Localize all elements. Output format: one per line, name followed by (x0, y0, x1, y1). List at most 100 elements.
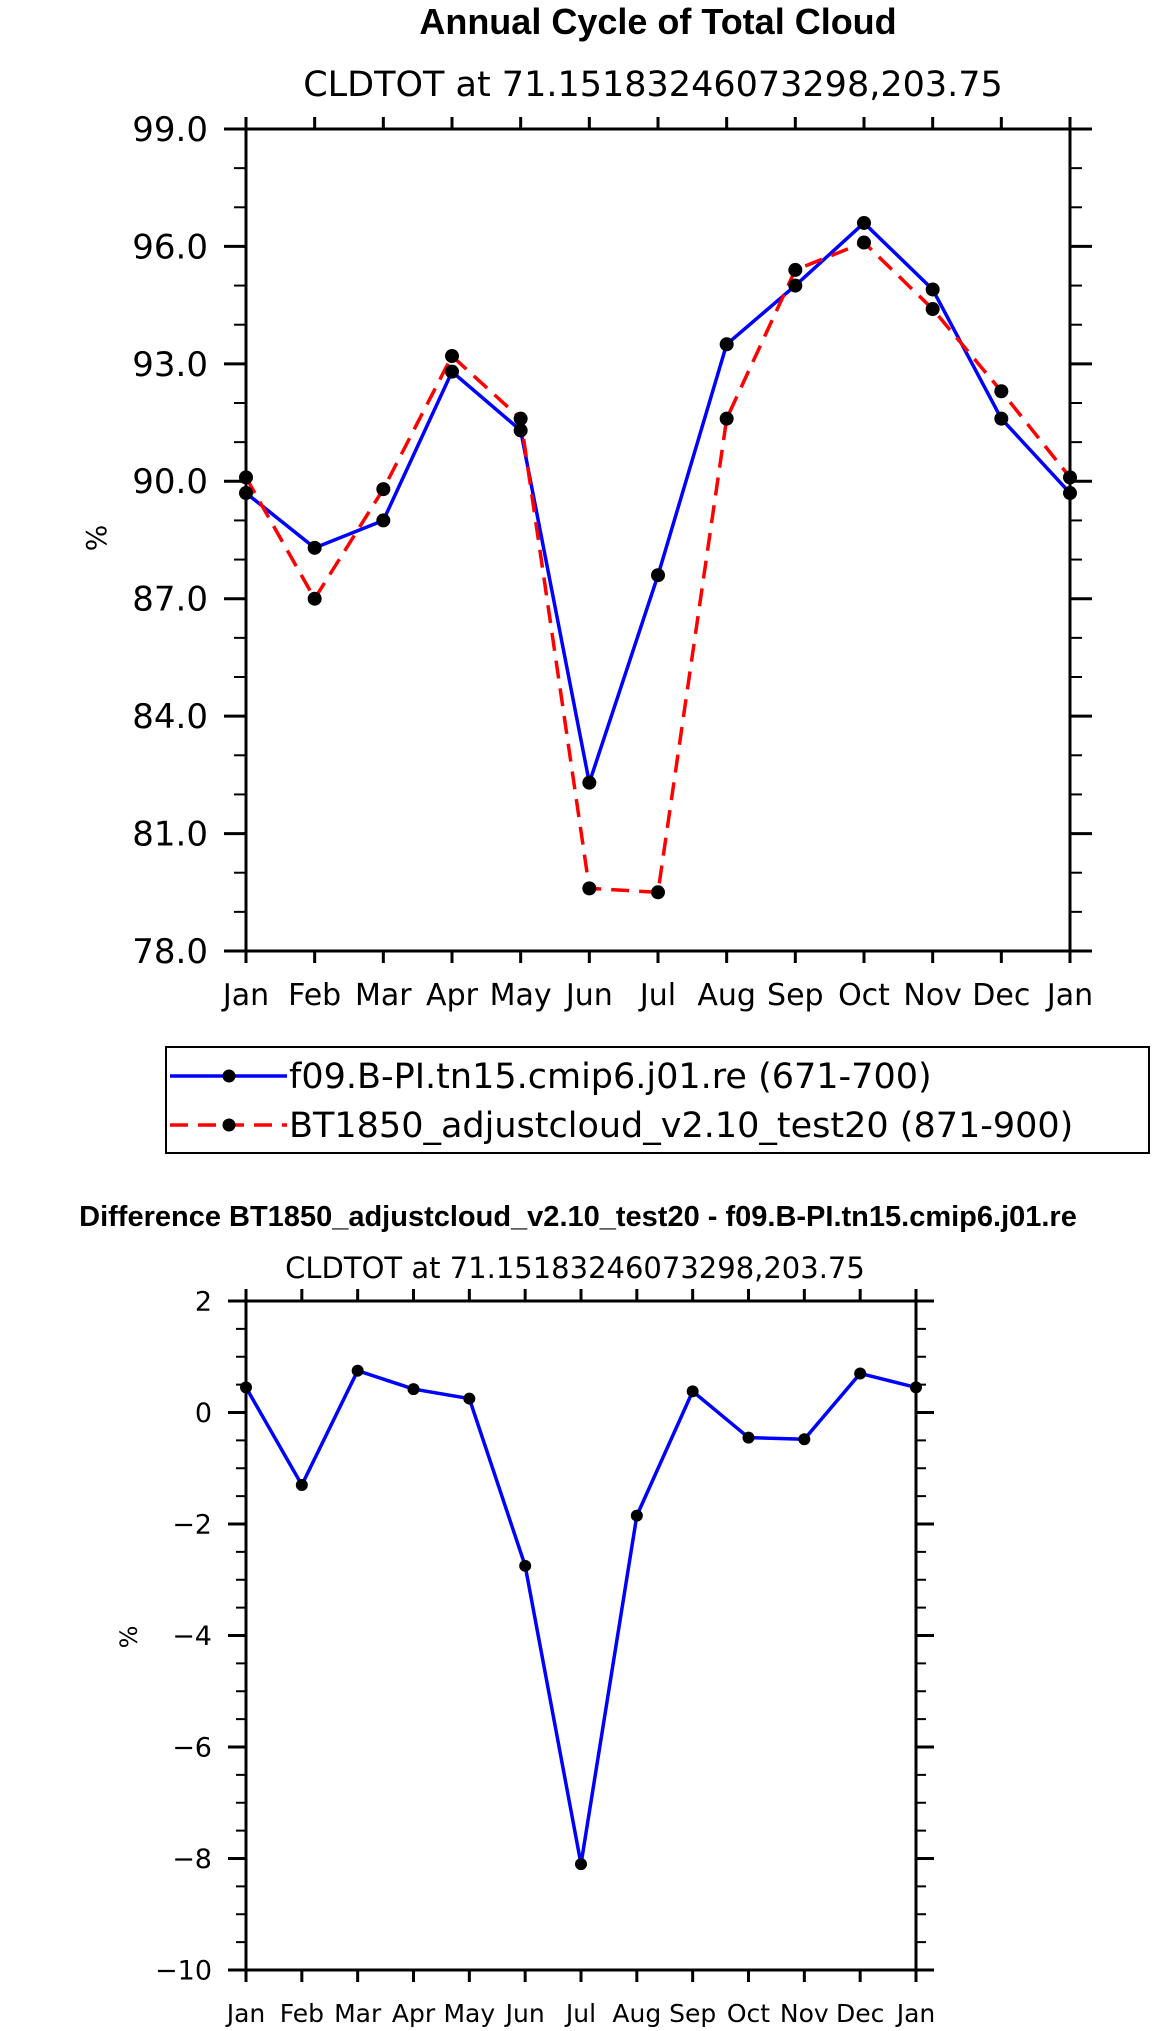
x-tick-label: Dec (972, 978, 1030, 1013)
data-point-series-1 (513, 423, 528, 438)
x-tick-label: Nov (780, 1999, 829, 2028)
y-tick-label: −6 (172, 1732, 212, 1763)
y-tick-label: 81.0 (132, 814, 208, 854)
data-point-series-1 (651, 568, 665, 583)
data-point-series-1 (463, 1392, 476, 1405)
x-tick-label: Sep (669, 1999, 716, 2028)
y-tick-label: 0 (195, 1398, 212, 1429)
data-point-series-1 (445, 364, 459, 379)
data-point-series-1 (351, 1364, 364, 1377)
y-tick-label: −4 (172, 1621, 212, 1652)
data-point-series-1 (240, 1381, 252, 1394)
data-point-series-1 (407, 1383, 420, 1396)
data-point-series-2 (307, 591, 322, 606)
plot-frame (244, 127, 1072, 953)
legend-entry-series-1: f09.B-PI.tn15.cmip6.j01.re (671-700) (170, 1057, 932, 1097)
x-tick-label: Apr (426, 978, 479, 1013)
data-point-series-1 (376, 513, 391, 528)
x-tick-label: Jul (564, 1999, 596, 2028)
data-series-group (239, 215, 1077, 900)
data-point-series-1 (239, 486, 253, 501)
x-tick-label: Nov (903, 978, 962, 1013)
y-tick-label: 99.0 (132, 110, 208, 150)
data-point-series-2 (582, 881, 597, 896)
data-point-series-1 (854, 1367, 867, 1380)
legend-label-series-1: f09.B-PI.tn15.cmip6.j01.re (671-700) (289, 1057, 932, 1097)
data-point-series-2 (925, 302, 940, 317)
x-tick-label: Jan (221, 978, 269, 1013)
y-tick-label: −2 (172, 1509, 212, 1540)
chart-subtitle: CLDTOT at 71.15183246073298,203.75 (285, 1251, 865, 1285)
data-point-series-2 (719, 411, 734, 426)
data-point-series-1 (1063, 486, 1077, 501)
data-point-series-1 (582, 775, 597, 790)
y-axis-label: % (115, 1626, 143, 1649)
data-point-series-1 (857, 215, 871, 230)
x-tick-label: Jan (895, 1999, 936, 2028)
data-point-series-2 (1063, 470, 1077, 485)
y-tick-label: 90.0 (132, 462, 208, 502)
data-point-series-2 (445, 349, 459, 364)
legend-label-series-2: BT1850_adjustcloud_v2.10_test20 (871-900… (289, 1106, 1073, 1146)
x-tick-label: Jul (638, 978, 676, 1013)
y-tick-label: 96.0 (132, 227, 208, 267)
data-point-series-2 (994, 384, 1009, 399)
data-point-series-1 (798, 1433, 811, 1446)
data-point-series-2 (651, 885, 665, 900)
data-point-series-2 (376, 482, 391, 497)
y-tick-label: −10 (155, 1955, 212, 1986)
data-point-series-1 (630, 1509, 643, 1522)
series-line-1 (244, 1368, 917, 1866)
data-point-series-1 (295, 1478, 308, 1491)
data-series-group (240, 1364, 922, 1871)
x-tick-label: Jun (564, 978, 613, 1013)
y-tick-label: 84.0 (132, 697, 208, 737)
axis-ticks: Jan Feb Mar Apr May Jun Jul Aug Sep Oct Nov Dec Jan 7… (132, 110, 1093, 1013)
x-tick-label: Feb (280, 1999, 324, 2028)
difference-chart: Difference BT1850_adjustcloud_v2.10_test… (79, 1201, 1077, 2028)
data-point-series-1 (910, 1381, 922, 1394)
x-tick-label: Jan (225, 1999, 266, 2028)
chart-title: Difference BT1850_adjustcloud_v2.10_test… (79, 1201, 1077, 1233)
data-point-series-1 (575, 1858, 587, 1871)
data-point-series-2 (857, 235, 871, 250)
legend-marker (222, 1069, 236, 1083)
y-tick-label: 78.0 (132, 932, 208, 972)
x-tick-label: Sep (767, 978, 824, 1013)
data-point-series-1 (742, 1431, 755, 1444)
series-line-1 (244, 221, 1072, 785)
data-point-series-1 (686, 1385, 699, 1398)
data-point-series-2 (513, 411, 528, 426)
chart-title: Annual Cycle of Total Cloud (419, 1, 896, 42)
x-tick-label: Jan (1045, 978, 1093, 1013)
x-tick-label: Apr (392, 1999, 436, 2028)
data-point-series-1 (788, 278, 803, 293)
x-tick-label: Jun (504, 1999, 545, 2028)
y-axis-label: % (80, 525, 113, 552)
legend-entry-series-2: BT1850_adjustcloud_v2.10_test20 (871-900… (170, 1106, 1073, 1146)
y-tick-label: 93.0 (132, 345, 208, 385)
legend-box (165, 1046, 1150, 1154)
x-tick-label: Oct (838, 978, 890, 1013)
y-tick-label: 2 (195, 1286, 212, 1317)
data-point-series-1 (994, 411, 1009, 426)
data-point-series-1 (307, 540, 322, 555)
axis-ticks: Jan Feb Mar Apr May Jun Jul Aug Sep Oct Nov Dec Jan−… (155, 1286, 935, 2028)
series-line-2 (244, 240, 1072, 895)
y-tick-label: 87.0 (132, 580, 208, 620)
x-tick-label: May (490, 978, 552, 1013)
data-point-series-2 (239, 470, 253, 485)
data-point-series-1 (519, 1559, 532, 1572)
data-point-series-2 (788, 262, 803, 277)
x-tick-label: Mar (334, 1999, 382, 2028)
legend: f09.B-PI.tn15.cmip6.j01.re (671-700) BT1… (165, 1046, 1150, 1154)
annual-cycle-chart: Annual Cycle of Total Cloud CLDTOT at 71… (80, 1, 1093, 1013)
x-tick-label: Oct (727, 1999, 770, 2028)
legend-marker (222, 1118, 236, 1132)
x-tick-label: Mar (355, 978, 412, 1013)
x-tick-label: Dec (836, 1999, 884, 2028)
x-tick-label: Aug (697, 978, 756, 1013)
chart-subtitle: CLDTOT at 71.15183246073298,203.75 (303, 65, 1003, 105)
x-tick-label: May (443, 1999, 495, 2028)
